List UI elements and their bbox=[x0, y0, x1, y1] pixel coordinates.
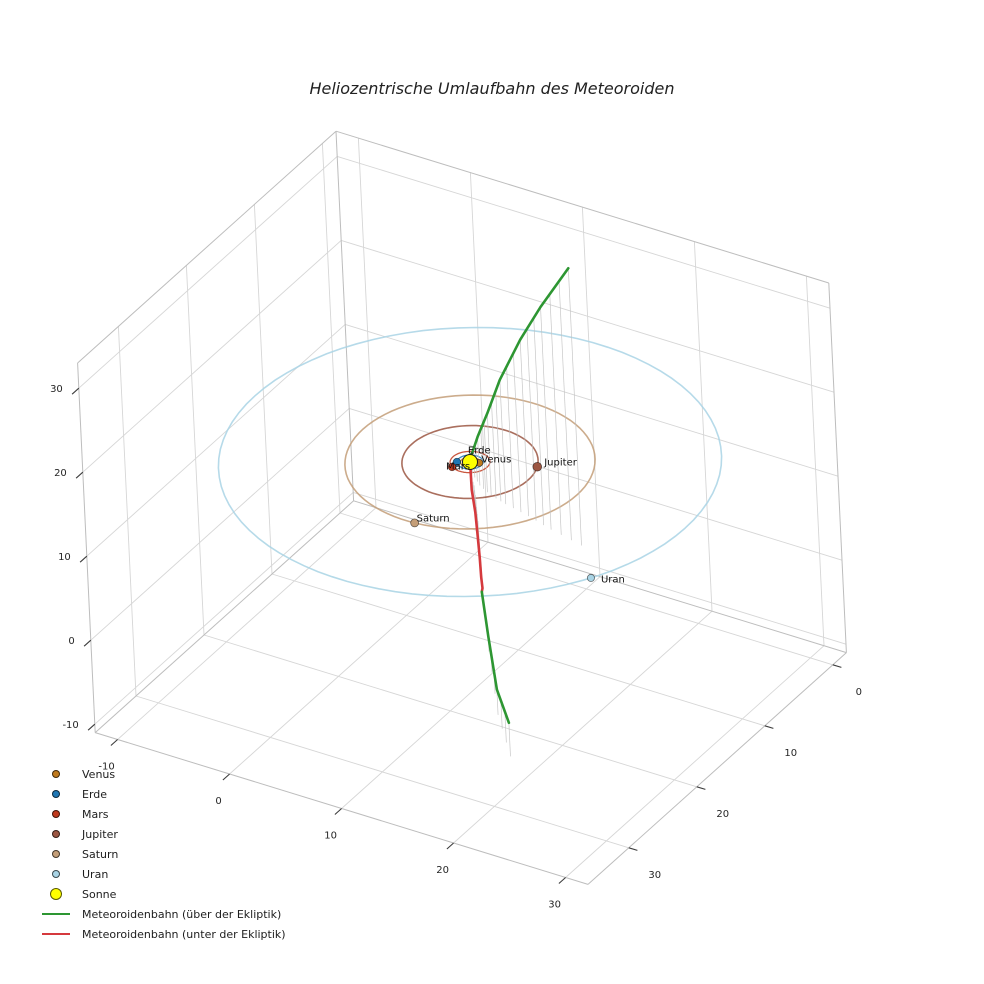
sun-marker bbox=[462, 454, 478, 470]
legend-label: Uran bbox=[82, 867, 109, 881]
legend-item-erde: Erde bbox=[40, 784, 286, 804]
legend-marker-icon bbox=[40, 870, 72, 878]
y-tick-label: 30 bbox=[648, 870, 661, 881]
legend-item-jupiter: Jupiter bbox=[40, 824, 286, 844]
planet-dot-saturn bbox=[410, 518, 420, 528]
legend-label: Mars bbox=[82, 807, 109, 821]
y-tick-label: 20 bbox=[716, 809, 729, 820]
x-tick-label: 20 bbox=[436, 865, 449, 876]
orbit-saturn bbox=[344, 394, 596, 530]
orbit-jupiter bbox=[401, 424, 539, 500]
planet-dot-jupiter bbox=[532, 461, 543, 472]
tick-marks bbox=[71, 387, 842, 884]
legend-label: Sonne bbox=[82, 887, 117, 901]
z-tick-label: 0 bbox=[68, 636, 74, 647]
legend-marker-icon bbox=[40, 888, 72, 900]
x-tick-label: 30 bbox=[548, 900, 561, 911]
legend-label: Erde bbox=[82, 787, 108, 801]
trajectory-above-ecliptic bbox=[469, 267, 570, 469]
legend-item-uran: Uran bbox=[40, 864, 286, 884]
legend-line-swatch bbox=[40, 913, 72, 915]
legend-item-mars: Mars bbox=[40, 804, 286, 824]
legend-marker-icon bbox=[40, 770, 72, 778]
x-tick-label: -10 bbox=[98, 762, 114, 773]
planet-label-venus: Venus bbox=[481, 454, 511, 465]
x-tick-label: 10 bbox=[324, 831, 337, 842]
z-tick-label: 30 bbox=[50, 384, 63, 395]
legend-item-meteoroidenbahn-unter-der-ekliptik-: Meteoroidenbahn (unter der Ekliptik) bbox=[40, 924, 286, 944]
z-tick-label: 20 bbox=[54, 468, 67, 479]
meteoroid-trajectory bbox=[469, 267, 570, 725]
y-tick-label: 0 bbox=[856, 687, 862, 698]
legend-item-meteoroidenbahn-über-der-ekliptik-: Meteoroidenbahn (über der Ekliptik) bbox=[40, 904, 286, 924]
planet-label-erde: Erde bbox=[468, 446, 491, 457]
legend-marker-icon bbox=[40, 850, 72, 858]
legend-label: Meteoroidenbahn (über der Ekliptik) bbox=[82, 907, 282, 921]
trajectory-above-ecliptic bbox=[480, 590, 511, 725]
tick-labels: -10 0 10 20 30 0 10 20 30 -10 0 10 20 30 bbox=[50, 384, 862, 910]
planet-label-mars: Mars bbox=[446, 461, 470, 472]
planet-label-jupiter: Jupiter bbox=[543, 457, 577, 468]
z-tick-label: -10 bbox=[62, 720, 78, 731]
legend-label: Saturn bbox=[82, 847, 119, 861]
planet-label-uran: Uran bbox=[601, 574, 625, 585]
legend-item-venus: Venus bbox=[40, 764, 286, 784]
figure-title: Heliozentrische Umlaufbahn des Meteoroid… bbox=[309, 79, 675, 98]
chart-legend: Venus Erde Mars Jupiter Saturn Uran Sonne Meteo… bbox=[40, 764, 286, 944]
legend-marker-icon bbox=[40, 810, 72, 818]
legend-marker-icon bbox=[40, 790, 72, 798]
trajectory-below-ecliptic bbox=[469, 465, 484, 594]
legend-item-sonne: Sonne bbox=[40, 884, 286, 904]
z-tick-label: 10 bbox=[58, 552, 71, 563]
planet-dot-mars bbox=[447, 462, 457, 472]
legend-marker-icon bbox=[40, 830, 72, 838]
legend-label: Meteoroidenbahn (unter der Ekliptik) bbox=[82, 927, 286, 941]
legend-label: Jupiter bbox=[82, 827, 118, 841]
legend-item-saturn: Saturn bbox=[40, 844, 286, 864]
grid-lines bbox=[78, 138, 847, 878]
y-tick-label: 10 bbox=[784, 748, 797, 759]
legend-label: Venus bbox=[82, 767, 116, 781]
orbit-uran bbox=[217, 326, 723, 598]
planet-dot-uran bbox=[586, 573, 595, 582]
planet-dots bbox=[410, 457, 595, 582]
legend-line-swatch bbox=[40, 933, 72, 935]
planet-label-saturn: Saturn bbox=[417, 513, 450, 524]
projection-stems bbox=[470, 268, 582, 757]
x-tick-label: 0 bbox=[215, 796, 221, 807]
